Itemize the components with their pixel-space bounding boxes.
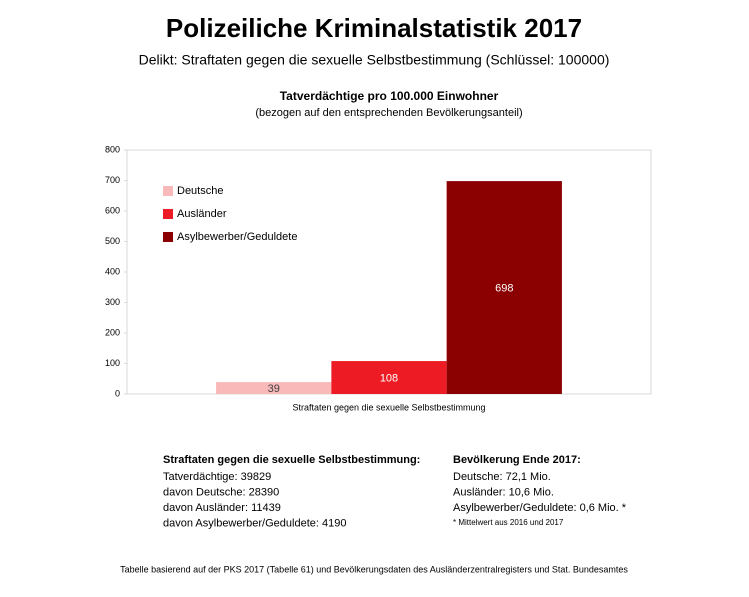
legend-swatch bbox=[163, 209, 173, 219]
y-tick-label: 300 bbox=[105, 297, 120, 307]
page-subtitle: Delikt: Straftaten gegen die sexuelle Se… bbox=[139, 52, 610, 68]
footnote: * Mittelwert aus 2016 und 2017 bbox=[453, 518, 564, 527]
y-tick-label: 0 bbox=[115, 388, 120, 398]
notes-line: Ausländer: 10,6 Mio. bbox=[453, 486, 554, 498]
notes-heading: Straftaten gegen die sexuelle Selbstbest… bbox=[163, 454, 420, 466]
notes-line: Asylbewerber/Geduldete: 0,6 Mio. * bbox=[453, 502, 627, 514]
legend-label: Ausländer bbox=[177, 208, 227, 220]
legend-swatch bbox=[163, 186, 173, 196]
y-tick-label: 500 bbox=[105, 236, 120, 246]
legend-swatch bbox=[163, 232, 173, 242]
y-tick-label: 600 bbox=[105, 205, 120, 215]
y-tick-label: 800 bbox=[105, 144, 120, 154]
x-tick-label: Straftaten gegen die sexuelle Selbstbest… bbox=[292, 402, 485, 412]
notes-line: davon Deutsche: 28390 bbox=[163, 486, 279, 498]
legend-label: Asylbewerber/Geduldete bbox=[177, 231, 297, 243]
bar bbox=[446, 181, 562, 394]
source: Tabelle basierend auf der PKS 2017 (Tabe… bbox=[120, 564, 628, 574]
y-tick-label: 700 bbox=[105, 175, 120, 185]
value-label: 698 bbox=[495, 282, 513, 294]
y-tick-label: 100 bbox=[105, 358, 120, 368]
value-label: 108 bbox=[380, 372, 398, 384]
notes-line: Tatverdächtige: 39829 bbox=[163, 471, 271, 483]
bar bbox=[216, 382, 332, 394]
chart-title: Tatverdächtige pro 100.000 Einwohner bbox=[280, 89, 499, 103]
page-title: Polizeiliche Kriminalstatistik 2017 bbox=[166, 13, 582, 43]
bar bbox=[331, 361, 447, 394]
notes-line: Deutsche: 72,1 Mio. bbox=[453, 471, 551, 483]
y-tick-label: 400 bbox=[105, 266, 120, 276]
y-tick-label: 200 bbox=[105, 327, 120, 337]
value-label: 39 bbox=[268, 383, 280, 395]
chart-subtitle: (bezogen auf den entsprechenden Bevölker… bbox=[255, 107, 522, 119]
legend-label: Deutsche bbox=[177, 185, 223, 197]
notes-line: davon Ausländer: 11439 bbox=[163, 502, 281, 514]
notes-heading: Bevölkerung Ende 2017: bbox=[453, 454, 581, 466]
notes-line: davon Asylbewerber/Geduldete: 4190 bbox=[163, 517, 346, 529]
